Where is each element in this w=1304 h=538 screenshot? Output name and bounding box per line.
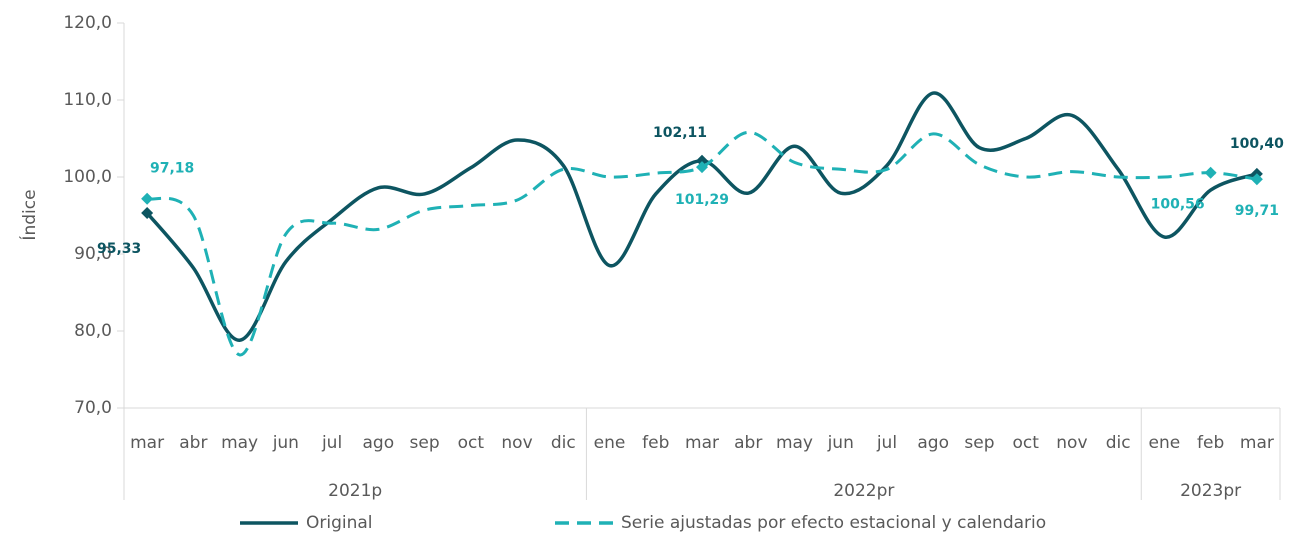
x-tick-label: jul <box>321 433 342 453</box>
x-tick-label: ene <box>1149 433 1181 453</box>
legend-label: Original <box>306 513 373 533</box>
x-tick-label: dic <box>551 433 576 453</box>
x-tick-label: feb <box>1197 433 1224 453</box>
y-axis-label: Índice <box>18 189 40 240</box>
data-label: 95,33 <box>97 241 141 257</box>
point-marker <box>1204 166 1217 179</box>
data-label: 102,11 <box>653 125 707 141</box>
x-tick-label: oct <box>1012 433 1039 453</box>
x-tick-label: nov <box>501 433 532 453</box>
x-tick-label: ene <box>594 433 626 453</box>
y-tick-label: 120,0 <box>63 13 112 33</box>
x-tick-label: mar <box>685 433 719 453</box>
x-tick-label: abr <box>734 433 762 453</box>
y-tick-label: 80,0 <box>74 321 112 341</box>
legend-label: Serie ajustadas por efecto estacional y … <box>621 513 1046 533</box>
x-group-label: 2023pr <box>1180 481 1241 501</box>
y-tick-label: 90,0 <box>74 244 112 264</box>
point-marker <box>141 192 154 205</box>
x-tick-label: dic <box>1106 433 1131 453</box>
y-tick-label: 100,0 <box>63 167 112 187</box>
x-tick-label: may <box>221 433 258 453</box>
x-tick-label: nov <box>1056 433 1087 453</box>
x-tick-label: oct <box>458 433 485 453</box>
point-marker <box>141 206 154 219</box>
point-marker <box>1250 173 1263 186</box>
x-tick-label: sep <box>964 433 994 453</box>
x-tick-label: feb <box>642 433 669 453</box>
x-tick-label: mar <box>130 433 164 453</box>
x-tick-label: jun <box>827 433 854 453</box>
x-tick-label: sep <box>410 433 440 453</box>
y-tick-label: 70,0 <box>74 398 112 418</box>
data-label: 97,18 <box>150 161 194 177</box>
point-marker <box>696 161 708 174</box>
x-group-label: 2022pr <box>833 481 894 501</box>
y-tick-label: 110,0 <box>63 90 112 110</box>
x-group-label: 2021p <box>328 481 382 501</box>
series-line <box>146 130 1258 357</box>
x-tick-label: may <box>776 433 813 453</box>
data-label: 99,71 <box>1235 203 1279 219</box>
data-label: 100,56 <box>1151 197 1205 213</box>
x-tick-label: ago <box>917 433 949 453</box>
x-tick-label: ago <box>363 433 395 453</box>
x-tick-label: jun <box>272 433 299 453</box>
data-label: 100,40 <box>1230 136 1284 152</box>
x-tick-label: mar <box>1240 433 1274 453</box>
data-label: 101,29 <box>675 192 729 208</box>
x-tick-label: jul <box>876 433 897 453</box>
x-tick-label: abr <box>179 433 207 453</box>
